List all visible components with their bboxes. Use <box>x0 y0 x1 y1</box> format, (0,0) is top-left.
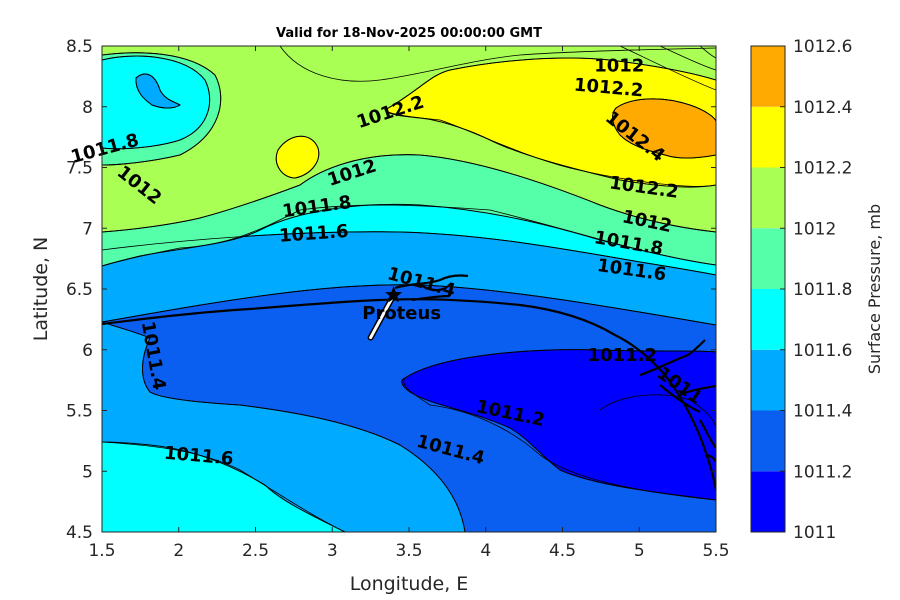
filled-contours <box>102 46 716 532</box>
contour-line <box>102 204 716 267</box>
x-axis: 1.5 2 2.5 3 3.5 4 4.5 5 5.5 <box>88 46 730 561</box>
contour-line <box>102 154 716 233</box>
y-tick-label: 7 <box>82 219 93 239</box>
contour-line <box>612 98 716 159</box>
contour-line <box>384 109 716 187</box>
contour-line <box>149 391 466 532</box>
y-tick-label: 5 <box>82 462 93 482</box>
contour-line <box>619 46 716 91</box>
y-tick-label: 8 <box>82 98 93 118</box>
y-tick-label: 6.5 <box>66 280 93 300</box>
contour-line <box>276 135 320 179</box>
coastline-path <box>102 298 716 491</box>
wind-barb <box>369 293 396 340</box>
colorbar-band <box>751 410 785 472</box>
colorbar-band <box>751 349 785 411</box>
contour-line <box>659 46 716 71</box>
y-tick-label: 8.5 <box>66 37 93 57</box>
colorbar-tick-label: 1011.4 <box>793 402 852 422</box>
x-tick-label: 5.5 <box>702 541 729 561</box>
contour-line <box>102 441 346 532</box>
contour-label: 1011.2 <box>588 345 657 366</box>
x-axis-label: Longitude, E <box>350 573 469 595</box>
marker-group: Proteus <box>362 286 441 341</box>
y-tick-label: 5.5 <box>66 402 93 422</box>
x-tick-label: 4.5 <box>549 541 576 561</box>
contour-line <box>135 73 181 109</box>
contour-lines <box>102 46 716 532</box>
colorbar-tick-label: 1011.2 <box>793 462 852 482</box>
contour-line <box>279 46 716 82</box>
y-tick-label: 4.5 <box>66 523 93 543</box>
chart-title: Valid for 18-Nov-2025 00:00:00 GMT <box>276 26 542 41</box>
contour-line <box>102 52 222 166</box>
contour-label: 1012 <box>594 56 644 77</box>
colorbar: 1011 1011.2 1011.4 1011.6 1011.8 1012 1012.2 10… <box>750 37 852 543</box>
contour-line <box>102 231 716 276</box>
colorbar-band <box>751 471 785 532</box>
contour-label: 1011.6 <box>278 221 349 247</box>
contour-line <box>102 55 211 150</box>
x-tick-label: 5 <box>634 541 645 561</box>
y-tick-label: 6 <box>82 341 93 361</box>
contour-line <box>404 349 716 379</box>
y-axis-label: Latitude, N <box>30 237 52 342</box>
marker-label: Proteus <box>362 303 441 324</box>
colorbar-band <box>751 46 785 107</box>
contour-line <box>699 46 716 59</box>
x-tick-label: 4 <box>480 541 491 561</box>
colorbar-tick-label: 1011.6 <box>793 341 852 361</box>
colorbar-band <box>751 106 785 168</box>
coastline <box>102 274 716 491</box>
contour-line <box>142 337 151 393</box>
star-marker-icon <box>385 286 403 303</box>
colorbar-label: Surface Pressure, mb <box>865 204 884 374</box>
colorbar-tick-label: 1011.8 <box>793 280 852 300</box>
x-tick-label: 3 <box>327 541 338 561</box>
y-axis: 4.5 5 5.5 6 6.5 7 7.5 8 8.5 <box>66 37 716 543</box>
x-tick-label: 2.5 <box>242 541 269 561</box>
river-path <box>639 339 716 463</box>
colorbar-tick-label: 1012.2 <box>793 159 852 179</box>
contour-line <box>599 394 716 431</box>
contour-line <box>403 377 716 501</box>
colorbar-tick-label: 1012.6 <box>793 37 852 57</box>
colorbar-band <box>751 289 785 350</box>
x-tick-label: 1.5 <box>88 541 115 561</box>
x-tick-label: 3.5 <box>395 541 422 561</box>
colorbar-band <box>751 228 785 289</box>
colorbar-tick-label: 1012 <box>793 219 836 239</box>
colorbar-tick-label: 1011 <box>793 523 836 543</box>
colorbar-band <box>751 167 785 229</box>
colorbar-tick-label: 1012.4 <box>793 98 852 118</box>
lagoon-path <box>394 274 469 302</box>
x-tick-label: 2 <box>173 541 184 561</box>
y-tick-label: 7.5 <box>66 159 93 179</box>
